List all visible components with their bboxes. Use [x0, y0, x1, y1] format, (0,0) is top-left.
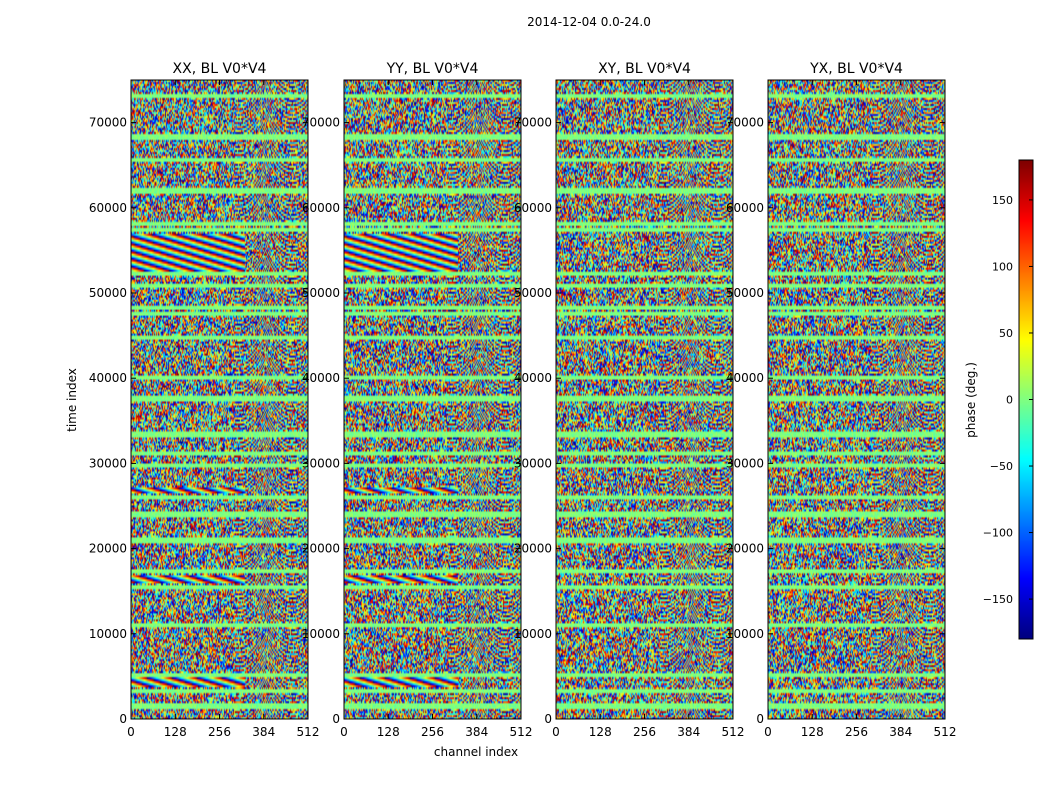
y-tick-label: 0	[119, 712, 127, 726]
x-tick-label: 128	[801, 725, 824, 739]
y-tick-label: 70000	[302, 116, 340, 130]
colorbar-tick-label: −50	[990, 460, 1013, 473]
y-tick-label: 60000	[726, 201, 764, 215]
y-tick-label: 10000	[89, 627, 127, 641]
x-tick-label: 256	[208, 725, 231, 739]
heatmap-image	[131, 80, 308, 719]
x-tick-label: 0	[552, 725, 560, 739]
y-tick-label: 0	[756, 712, 764, 726]
y-tick-label: 60000	[514, 201, 552, 215]
panel-2: YY, BL V0*V4 0 128 256 384 512 0 10000 20000 3000…	[302, 61, 533, 739]
y-tick-label: 20000	[89, 542, 127, 556]
panel-3: XY, BL V0*V4 0 128 256 384 512 0 10000 20000 3000…	[514, 61, 745, 739]
panel-title: XY, BL V0*V4	[598, 61, 691, 77]
y-tick-label: 0	[544, 712, 552, 726]
x-tick-label: 384	[677, 725, 700, 739]
y-tick-label: 20000	[726, 542, 764, 556]
panel-1: XX, BL V0*V4 0 128 256 384 512 0 10000 20000 3000…	[89, 61, 320, 739]
x-tick-label: 256	[421, 725, 444, 739]
y-tick-label: 50000	[302, 286, 340, 300]
x-tick-label: 256	[633, 725, 656, 739]
colorbar-tick-label: 150	[992, 194, 1013, 207]
y-tick-label: 10000	[514, 627, 552, 641]
y-tick-label: 30000	[302, 456, 340, 470]
y-tick-label: 40000	[726, 371, 764, 385]
heatmap-image	[768, 80, 945, 719]
colorbar-tick-label: 100	[992, 260, 1013, 273]
heatmap-image	[344, 80, 521, 719]
y-tick-label: 10000	[302, 627, 340, 641]
colorbar: 150 100 50 0 −50 −100 −150	[983, 159, 1034, 640]
y-tick-label: 70000	[514, 116, 552, 130]
figure-suptitle: 2014-12-04 0.0-24.0	[527, 15, 651, 29]
y-tick-label: 60000	[302, 201, 340, 215]
y-tick-label: 50000	[89, 286, 127, 300]
y-tick-label: 0	[332, 712, 340, 726]
y-axis-label: time index	[65, 368, 79, 432]
colorbar-tick-label: 50	[999, 327, 1013, 340]
y-tick-label: 20000	[302, 542, 340, 556]
x-tick-label: 0	[764, 725, 772, 739]
panel-title: XX, BL V0*V4	[173, 61, 267, 77]
colorbar-tick-label: 0	[1006, 394, 1013, 407]
x-tick-label: 0	[127, 725, 135, 739]
colorbar-tick-label: −150	[983, 593, 1013, 606]
y-tick-label: 60000	[89, 201, 127, 215]
x-tick-label: 512	[722, 725, 745, 739]
panel-title: YX, BL V0*V4	[809, 61, 903, 77]
x-tick-label: 384	[465, 725, 488, 739]
y-tick-label: 20000	[514, 542, 552, 556]
colorbar-tick-label: −100	[983, 527, 1013, 540]
heatmap-image	[556, 80, 733, 719]
panel-title: YY, BL V0*V4	[386, 61, 479, 77]
colorbar-label: phase (deg.)	[964, 362, 978, 438]
y-tick-label: 40000	[302, 371, 340, 385]
x-axis-label: channel index	[434, 745, 518, 759]
y-tick-label: 70000	[726, 116, 764, 130]
x-tick-label: 128	[164, 725, 187, 739]
y-tick-label: 70000	[89, 116, 127, 130]
y-tick-label: 50000	[514, 286, 552, 300]
x-tick-label: 512	[297, 725, 320, 739]
colorbar-gradient	[1019, 160, 1033, 639]
x-tick-label: 384	[889, 725, 912, 739]
x-tick-label: 512	[934, 725, 957, 739]
y-tick-label: 30000	[89, 456, 127, 470]
x-tick-label: 128	[589, 725, 612, 739]
x-tick-label: 128	[377, 725, 400, 739]
x-tick-label: 384	[252, 725, 275, 739]
x-tick-label: 512	[510, 725, 533, 739]
y-tick-label: 30000	[726, 456, 764, 470]
y-tick-label: 30000	[514, 456, 552, 470]
y-tick-label: 50000	[726, 286, 764, 300]
x-tick-label: 256	[845, 725, 868, 739]
x-tick-label: 0	[340, 725, 348, 739]
y-tick-label: 10000	[726, 627, 764, 641]
y-tick-label: 40000	[514, 371, 552, 385]
panel-4: YX, BL V0*V4 0 128 256 384 512 0 10000 20000 3000…	[726, 61, 957, 739]
y-tick-label: 40000	[89, 371, 127, 385]
